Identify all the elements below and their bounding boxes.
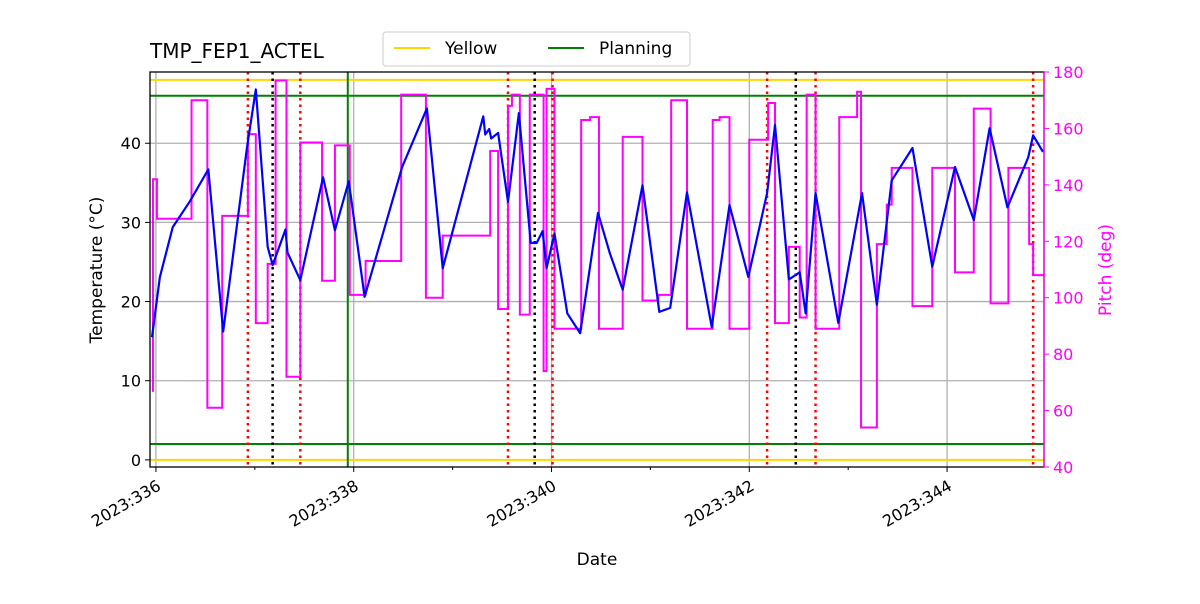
y-right-tick-label: 180 — [1053, 63, 1084, 82]
legend: Yellow Planning — [382, 31, 691, 67]
legend-label-yellow: Yellow — [444, 39, 497, 59]
y-right-tick-label: 120 — [1053, 232, 1084, 251]
y-tick-label: 0 — [131, 451, 141, 470]
legend-box — [382, 31, 691, 67]
y-tick-label: 10 — [121, 372, 141, 391]
y-tick-label: 20 — [121, 293, 141, 312]
y-tick-label: 40 — [121, 134, 141, 153]
limit-lines — [150, 78, 1044, 461]
y-right-tick-label: 60 — [1053, 402, 1073, 421]
y-right-tick-label: 40 — [1053, 458, 1073, 477]
y-right-tick-label: 160 — [1053, 119, 1084, 138]
legend-label-planning: Planning — [599, 39, 672, 59]
series — [150, 79, 1044, 429]
pitch-series-line — [151, 79, 1044, 429]
y-tick-label: 30 — [121, 213, 141, 232]
y-right-axis-label: Pitch (deg) — [1096, 224, 1116, 316]
y-right-tick-label: 100 — [1053, 289, 1084, 308]
x-axis-label: Date — [577, 550, 618, 570]
y-right-tick-label: 80 — [1053, 345, 1073, 364]
chart-title: TMP_FEP1_ACTEL — [149, 39, 325, 63]
y-axis-label: Temperature (°C) — [87, 197, 107, 345]
temperature-series-line — [150, 88, 1044, 338]
y-right-tick-label: 140 — [1053, 176, 1084, 195]
